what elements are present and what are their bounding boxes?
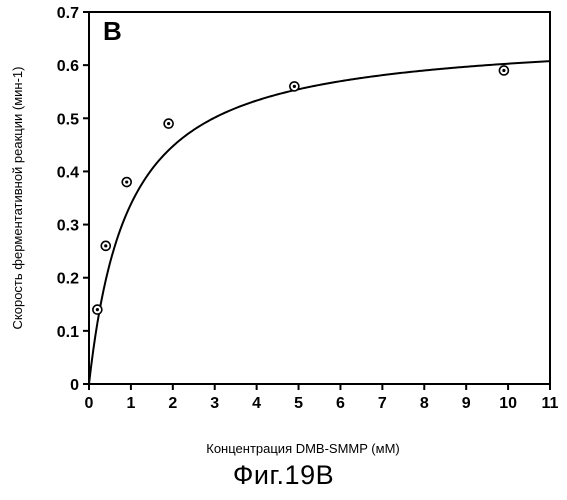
data-point xyxy=(164,119,173,128)
data-point xyxy=(93,305,102,314)
figure-caption: Фиг.19В xyxy=(0,460,567,491)
y-axis-title: Скорость ферментативной реакции (мин-1) xyxy=(10,67,25,330)
y-tick-label: 0.7 xyxy=(57,5,79,22)
x-tick-label: 8 xyxy=(420,395,429,412)
data-point xyxy=(499,66,508,75)
x-tick-label: 3 xyxy=(210,395,219,412)
y-tick-label: 0.6 xyxy=(57,58,79,75)
plot-frame xyxy=(89,12,550,384)
y-tick-label: 0.4 xyxy=(57,164,79,181)
x-tick-label: 1 xyxy=(126,395,135,412)
y-tick-label: 0.2 xyxy=(57,271,79,288)
y-tick-label: 0 xyxy=(70,377,79,394)
x-tick-label: 10 xyxy=(499,395,517,412)
data-point-dot xyxy=(125,180,128,183)
data-point-dot xyxy=(502,69,505,72)
x-tick-label: 11 xyxy=(542,395,559,412)
data-point-dot xyxy=(104,244,107,247)
y-tick-label: 0.1 xyxy=(57,324,79,341)
x-tick-label: 6 xyxy=(336,395,345,412)
x-tick-label: 9 xyxy=(462,395,471,412)
panel-label: B xyxy=(103,16,122,46)
data-point-dot xyxy=(167,122,170,125)
x-tick-label: 5 xyxy=(294,395,303,412)
data-points xyxy=(93,66,509,314)
x-tick-label: 4 xyxy=(252,395,261,412)
x-axis-title: Концентрация DMB-SMMP (мМ) xyxy=(206,441,399,456)
enzyme-kinetics-chart: 0 1 2 3 4 5 6 7 8 9 10 11 0 0.1 0.2 0.3 0.4 0.5 0.6 0.7 B С… xyxy=(0,0,567,460)
fit-curve xyxy=(89,61,550,384)
data-point xyxy=(290,82,299,91)
x-tick-label: 2 xyxy=(168,395,177,412)
x-tick-label: 0 xyxy=(85,395,94,412)
data-point-dot xyxy=(96,308,99,311)
axes xyxy=(89,12,550,384)
x-tick-label: 7 xyxy=(378,395,387,412)
data-point xyxy=(122,178,131,187)
data-point xyxy=(101,241,110,250)
y-tick-label: 0.3 xyxy=(57,218,79,235)
data-point-dot xyxy=(293,85,296,88)
y-tick-label: 0.5 xyxy=(57,111,79,128)
